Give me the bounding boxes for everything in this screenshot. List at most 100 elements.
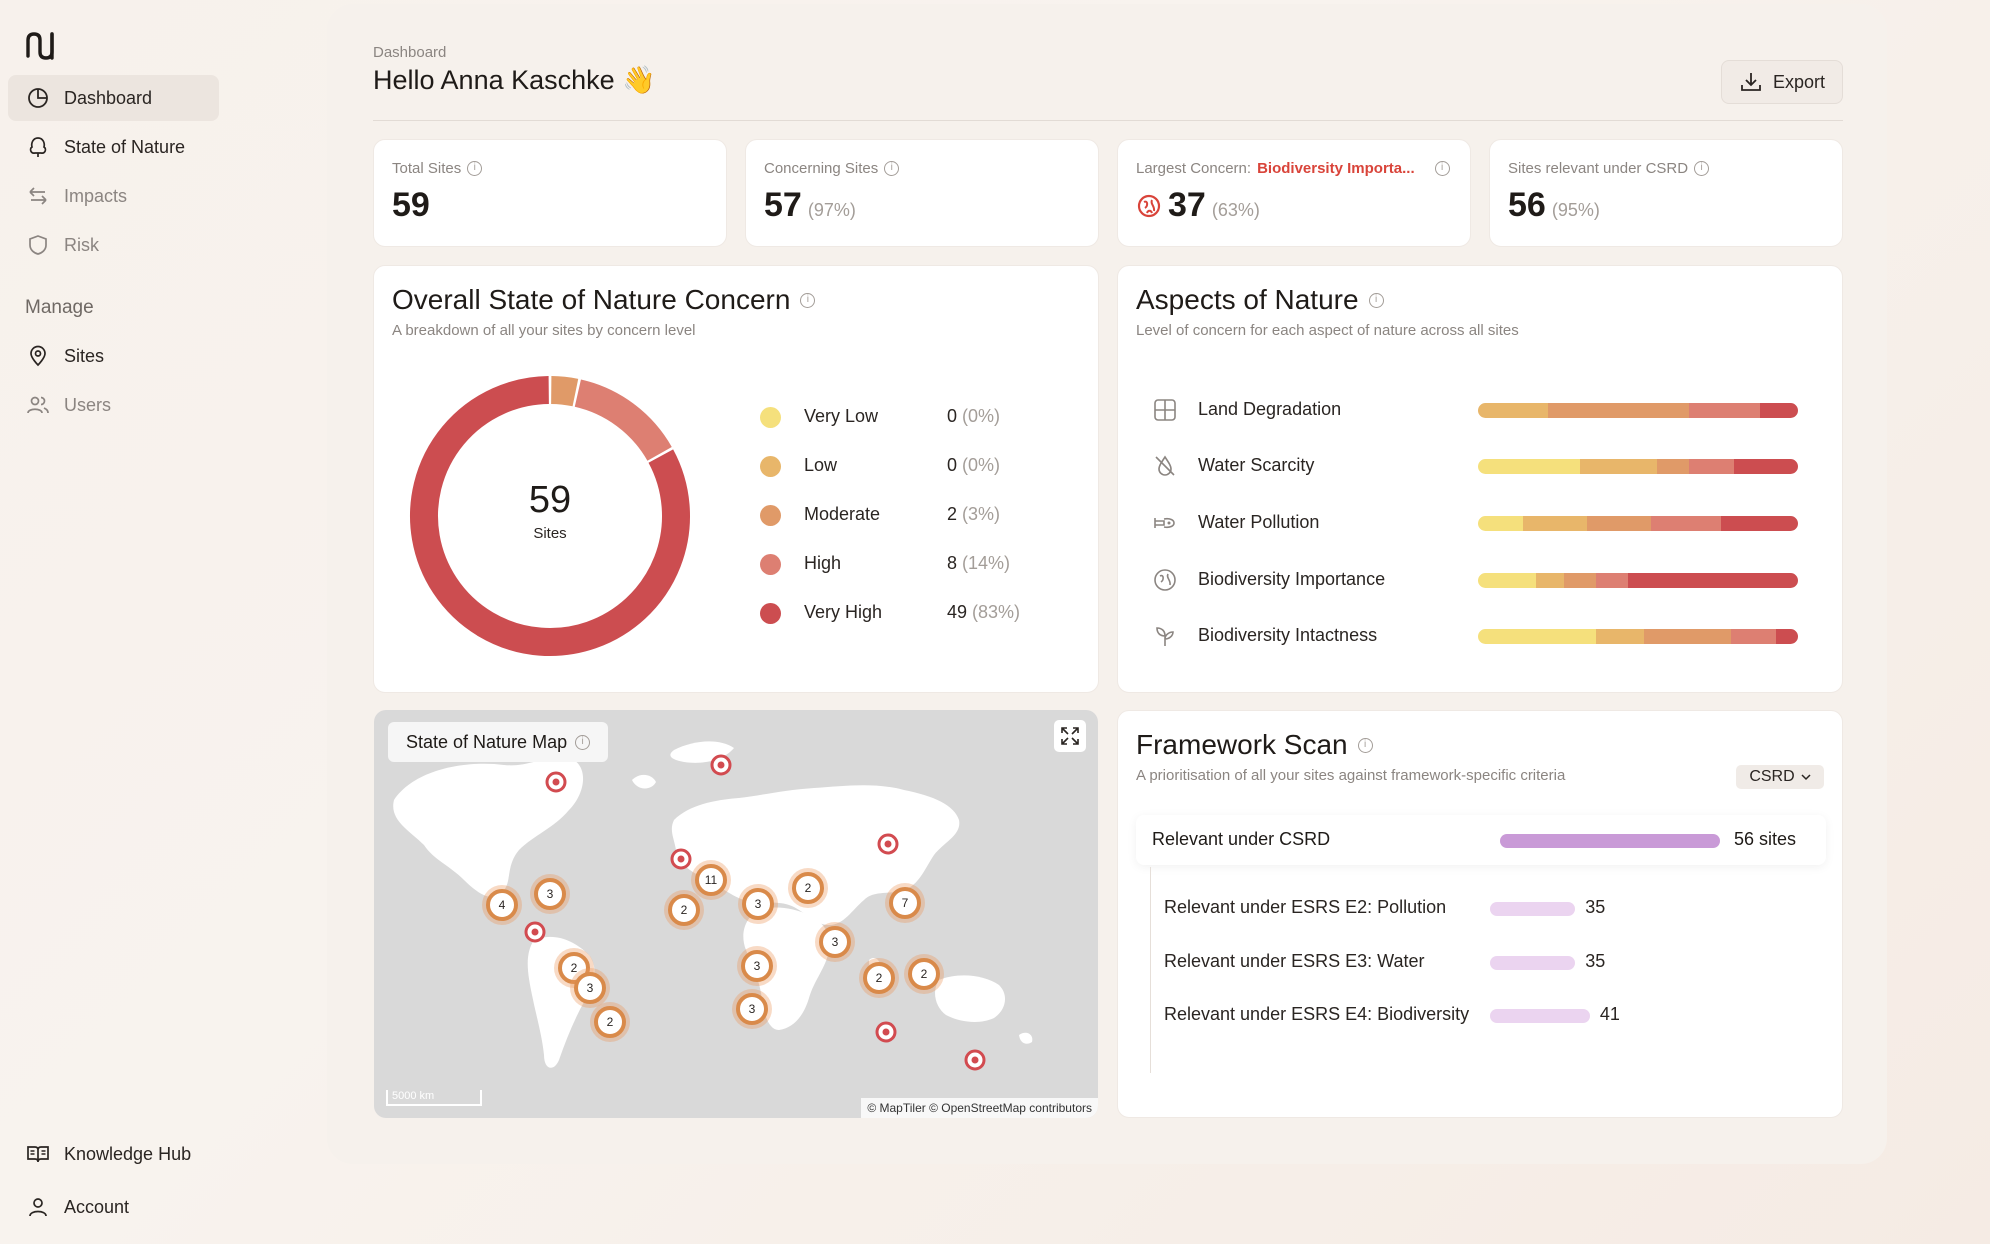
sidebar-item-dashboard[interactable]: Dashboard <box>8 75 219 121</box>
aspect-row-land-degradation[interactable]: Land Degradation <box>1152 394 1798 424</box>
info-icon[interactable]: i <box>1357 737 1373 753</box>
no-water-icon <box>1155 455 1175 476</box>
map-cluster-marker[interactable] <box>889 887 921 919</box>
sidebar-item-state-of-nature[interactable]: State of Nature <box>8 124 219 170</box>
sidebar-item-sites[interactable]: Sites <box>8 333 219 379</box>
framework-row-label: Relevant under ESRS E2: Pollution <box>1164 897 1447 917</box>
framework-row-csrd[interactable]: Relevant under CSRD 56 sites <box>1136 815 1826 865</box>
stat-label: Total Sites i <box>392 160 483 177</box>
card-title: Overall State of Nature Concern i <box>392 284 816 316</box>
info-icon[interactable]: i <box>884 161 900 176</box>
sidebar-item-account[interactable]: Account <box>8 1184 219 1230</box>
framework-row-esrs-e3[interactable]: Relevant under ESRS E3: Water 35 <box>1164 947 1764 975</box>
card-title: Framework Scan i <box>1136 729 1373 761</box>
framework-subtitle: A prioritisation of all your sites again… <box>1136 767 1566 784</box>
aspect-bar-segment <box>1759 403 1798 418</box>
stat-label: Sites relevant under CSRD i <box>1508 160 1710 177</box>
map-cluster-marker[interactable] <box>742 888 774 920</box>
state-of-nature-map[interactable]: 4 3 2 3 2 11 2 3 2 3 3 3 7 2 2 State of Nature Map i 50… <box>374 710 1098 1118</box>
framework-row-label: Relevant under ESRS E3: Water <box>1164 951 1425 971</box>
stat-label: Concerning Sites i <box>764 160 900 177</box>
aspect-bar <box>1478 573 1798 588</box>
map-cluster-count: 2 <box>876 971 883 985</box>
legend-value: 49 (83%) <box>947 602 1021 622</box>
framework-row-esrs-e4[interactable]: Relevant under ESRS E4: Biodiversity 41 <box>1164 1000 1764 1028</box>
app-logo[interactable] <box>24 26 64 66</box>
legend-item-moderate[interactable]: Moderate 2 (3%) <box>760 500 1060 530</box>
map-site-marker-dot <box>971 1056 979 1064</box>
sidebar-item-impacts[interactable]: Impacts <box>8 173 219 219</box>
framework-select-value: CSRD <box>1749 768 1795 785</box>
donut-slice-high[interactable] <box>574 379 672 462</box>
legend-item-very-high[interactable]: Very High 49 (83%) <box>760 598 1060 628</box>
legend-percent: (3%) <box>962 504 1001 524</box>
map-cluster-marker[interactable] <box>819 926 851 958</box>
donut-slice-moderate[interactable] <box>550 376 579 407</box>
stat-percent: (95%) <box>1551 200 1600 220</box>
sidebar-item-risk[interactable]: Risk <box>8 222 219 268</box>
expand-map-button[interactable] <box>1054 720 1086 752</box>
map-cluster-marker[interactable] <box>668 894 700 926</box>
stat-value: 56 (95%) <box>1508 186 1600 225</box>
card-title: Aspects of Nature i <box>1136 284 1384 316</box>
grid-icon <box>1154 399 1176 421</box>
aspect-bar-segment <box>1689 403 1760 418</box>
info-icon[interactable]: i <box>1368 292 1384 308</box>
framework-row-esrs-e2[interactable]: Relevant under ESRS E2: Pollution 35 <box>1164 893 1764 921</box>
legend-item-high[interactable]: High 8 (14%) <box>760 549 1060 579</box>
wave-emoji: 👋 <box>622 65 656 95</box>
sidebar-item-label: Impacts <box>64 185 128 206</box>
map-cluster-marker[interactable] <box>863 962 895 994</box>
stat-label-text: Concerning Sites <box>764 160 879 177</box>
aspect-row-water-scarcity[interactable]: Water Scarcity <box>1152 450 1798 480</box>
sidebar: Dashboard State of Nature Impacts Risk M… <box>0 0 325 1244</box>
info-icon[interactable]: i <box>1434 161 1450 176</box>
aspect-row-biodiversity-intactness[interactable]: Biodiversity Intactness <box>1152 620 1798 650</box>
stat-value: 59 <box>392 186 430 225</box>
map-cluster-marker[interactable] <box>695 864 727 896</box>
framework-bar <box>1500 834 1720 848</box>
sidebar-item-users[interactable]: Users <box>8 382 219 428</box>
map-attribution[interactable]: © MapTiler © OpenStreetMap contributors <box>861 1098 1098 1118</box>
map-site-marker-dot <box>531 928 539 936</box>
sidebar-item-knowledge-hub[interactable]: Knowledge Hub <box>8 1131 219 1177</box>
donut-center-value: 59 <box>529 479 571 521</box>
map-cluster-marker[interactable] <box>741 950 773 982</box>
map-cluster-marker[interactable] <box>736 993 768 1025</box>
map-cluster-marker[interactable] <box>908 958 940 990</box>
aspect-row-biodiversity-importance[interactable]: Biodiversity Importance <box>1152 564 1798 594</box>
sidebar-item-label: Risk <box>64 234 99 255</box>
stat-percent: (63%) <box>1211 200 1260 220</box>
aspect-bar-segment <box>1580 459 1658 474</box>
legend-item-very-low[interactable]: Very Low 0 (0%) <box>760 402 1060 432</box>
info-icon[interactable]: i <box>467 161 483 176</box>
map-cluster-marker[interactable] <box>594 1006 626 1038</box>
legend-percent: (0%) <box>962 406 1001 426</box>
aspect-row-water-pollution[interactable]: Water Pollution <box>1152 507 1798 537</box>
stat-label-text: Total Sites <box>392 160 462 177</box>
aspect-bar-segment <box>1586 516 1651 531</box>
legend-value: 2 (3%) <box>947 504 1001 524</box>
map-cluster-count: 2 <box>921 967 928 981</box>
export-button[interactable]: Export <box>1721 60 1843 104</box>
donut-slice-very-high[interactable] <box>410 376 690 656</box>
download-icon <box>1741 73 1761 91</box>
aspect-label: Biodiversity Intactness <box>1198 625 1378 645</box>
largest-concern-name: Biodiversity Importa... <box>1257 160 1415 177</box>
map-cluster-marker[interactable] <box>574 972 606 1004</box>
map-cluster-marker[interactable] <box>534 878 566 910</box>
info-icon[interactable]: i <box>1694 161 1710 176</box>
aspect-bar <box>1478 459 1798 474</box>
info-icon[interactable]: i <box>800 292 816 308</box>
map-cluster-marker[interactable] <box>486 889 518 921</box>
chevron-down-icon <box>1801 774 1811 781</box>
legend-label: High <box>804 553 842 573</box>
info-icon[interactable]: i <box>575 734 591 750</box>
map-cluster-marker[interactable] <box>792 872 824 904</box>
framework-select[interactable]: CSRD <box>1736 765 1824 789</box>
legend-item-low[interactable]: Low 0 (0%) <box>760 451 1060 481</box>
user-icon <box>29 1198 47 1217</box>
stat-value: 37 (63%) <box>1136 186 1260 225</box>
